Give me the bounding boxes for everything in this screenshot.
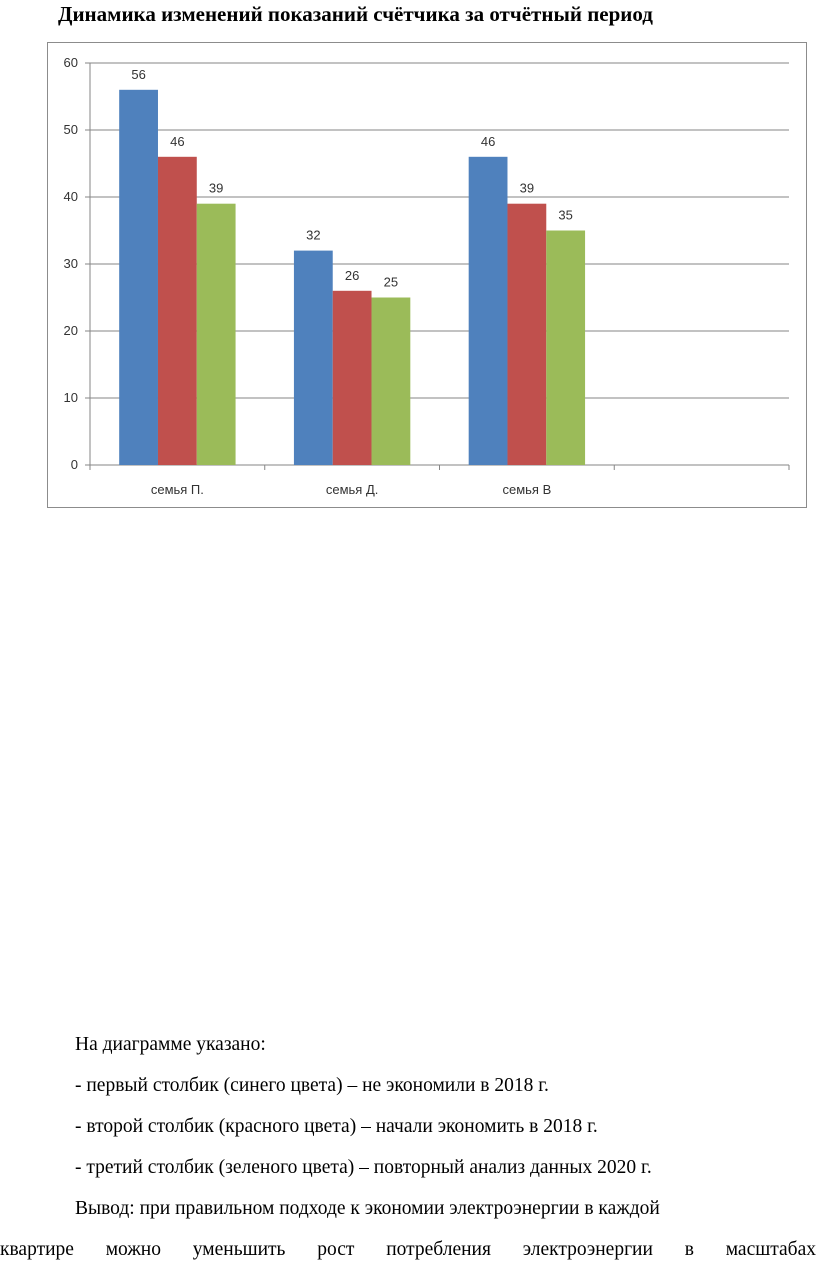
y-tick-label: 20 — [64, 323, 78, 338]
y-tick-label: 60 — [64, 55, 78, 70]
page-title: Динамика изменений показаний счётчика за… — [58, 2, 653, 26]
paragraph-conclusion-cont: квартире можно уменьшить рост потреблени… — [0, 1239, 816, 1260]
bar — [546, 230, 586, 465]
x-category-label: семья П. — [151, 482, 204, 497]
bar — [157, 156, 197, 466]
data-label: 32 — [306, 228, 320, 243]
data-label: 35 — [558, 208, 572, 223]
bar — [371, 297, 411, 465]
paragraph-first-bar: - первый столбик (синего цвета) – не эко… — [75, 1075, 549, 1096]
data-label: 46 — [481, 134, 495, 149]
y-tick-label: 30 — [64, 256, 78, 271]
paragraph-conclusion: Вывод: при правильном подходе к экономии… — [75, 1198, 660, 1219]
y-tick-label: 10 — [64, 390, 78, 405]
x-category-label: семья В — [502, 482, 551, 497]
data-label: 39 — [209, 181, 223, 196]
bar — [293, 250, 333, 465]
data-label: 56 — [131, 67, 145, 82]
y-tick-label: 50 — [64, 122, 78, 137]
bar — [119, 89, 158, 466]
bar — [332, 290, 372, 465]
bar — [507, 203, 547, 465]
x-category-label: семья Д. — [326, 482, 379, 497]
paragraph-second-bar: - второй столбик (красного цвета) – нача… — [75, 1116, 598, 1137]
y-tick-label: 0 — [71, 457, 78, 472]
text-block: На диаграмме указано: - первый столбик (… — [0, 1024, 816, 1270]
bar — [468, 156, 508, 466]
bar — [196, 203, 236, 465]
y-tick-label: 40 — [64, 189, 78, 204]
data-label: 39 — [520, 181, 534, 196]
bar-chart: 0 10 20 30 40 50 60 семья П. 56 46 39 семья Д. 32 26 2… — [64, 55, 790, 497]
paragraph-intro: На диаграмме указано: — [75, 1034, 266, 1055]
chart-frame: 0 10 20 30 40 50 60 семья П. 56 46 39 семья Д. 32 26 2… — [47, 42, 807, 508]
data-label: 26 — [345, 268, 359, 283]
data-label: 25 — [384, 275, 398, 290]
data-label: 46 — [170, 134, 184, 149]
paragraph-third-bar: - третий столбик (зеленого цвета) – повт… — [75, 1157, 652, 1178]
